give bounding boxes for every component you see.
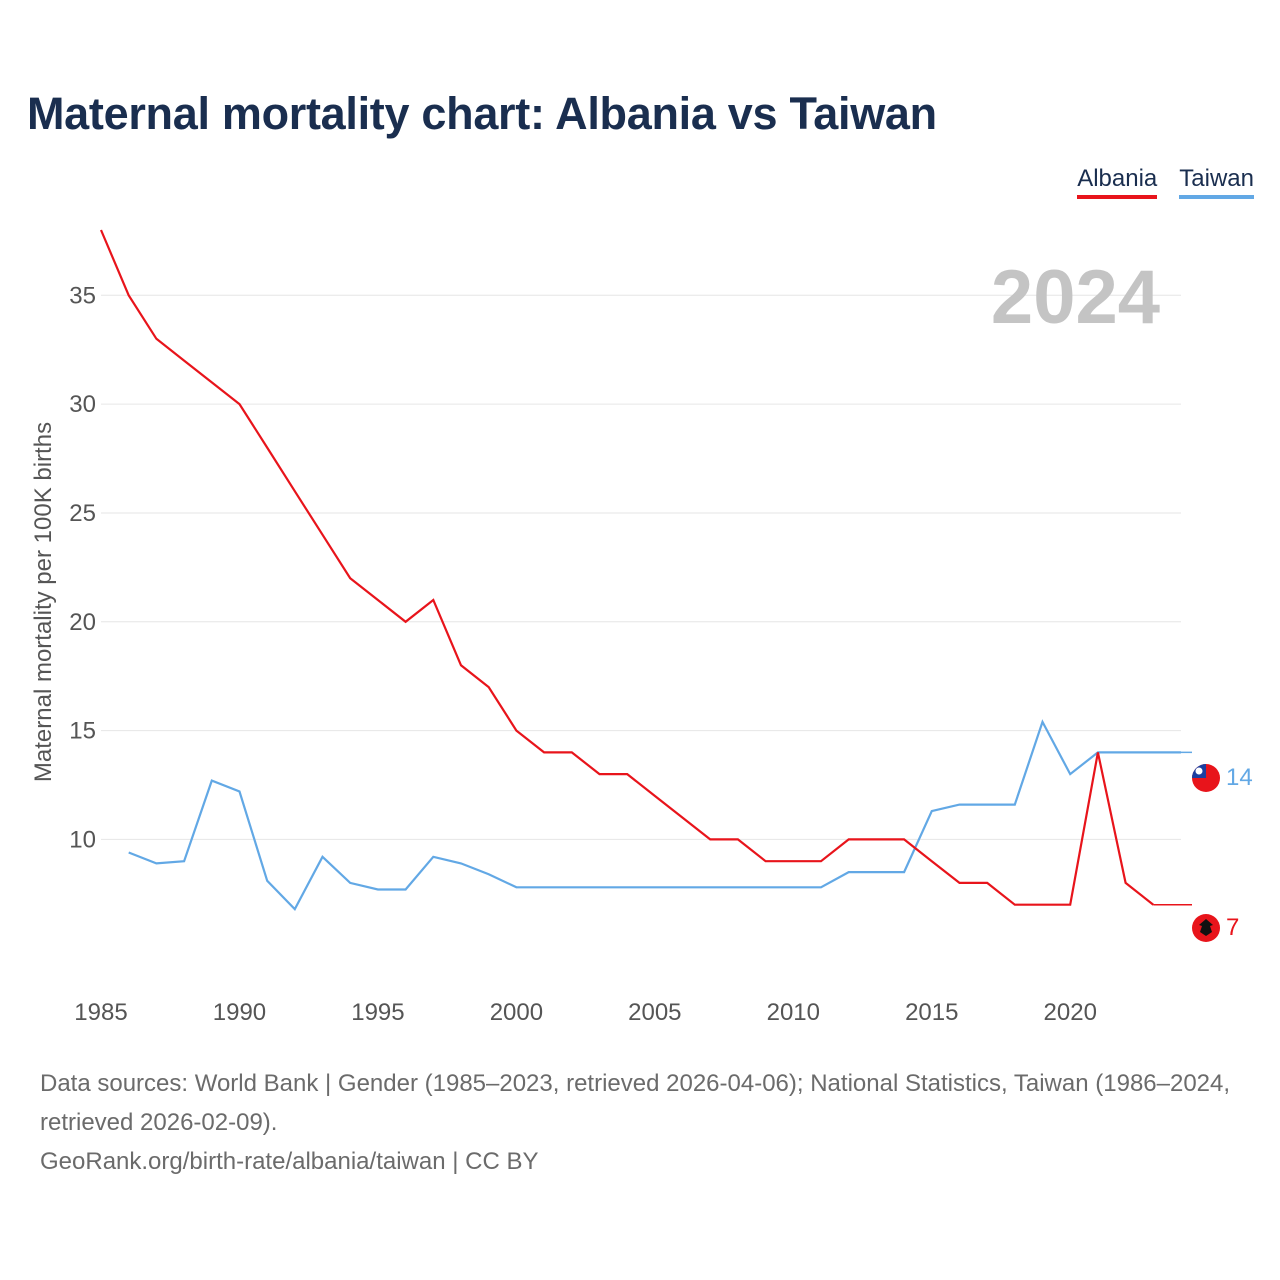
x-tick-label: 2005 [628, 999, 681, 1026]
credit-link[interactable]: GeoRank.org/birth-rate/albania/taiwan | … [40, 1148, 539, 1175]
y-tick-label: 15 [69, 718, 96, 745]
footer: Data sources: World Bank | Gender (1985–… [40, 1064, 1240, 1181]
x-tick-label: 2015 [905, 999, 958, 1026]
data-sources: Data sources: World Bank | Gender (1985–… [40, 1070, 1231, 1136]
x-tick-label: 2020 [1044, 999, 1097, 1026]
series-line-taiwan[interactable] [128, 719, 1181, 911]
y-axis-ticks: 10 15 20 25 30 35 [69, 282, 96, 853]
y-tick-label: 30 [69, 391, 96, 418]
year-watermark: 2024 [991, 255, 1160, 340]
x-tick-label: 1990 [213, 999, 266, 1026]
legend-item-taiwan[interactable]: Taiwan [1179, 165, 1254, 199]
gridlines [101, 294, 1181, 840]
x-tick-label: 1985 [74, 999, 127, 1026]
end-label-taiwan: 14 [1226, 764, 1253, 791]
y-tick-label: 20 [69, 609, 96, 636]
x-axis-ticks: 1985 1990 1995 2000 2005 2010 2015 2020 [74, 999, 1097, 1026]
legend-item-albania[interactable]: Albania [1077, 165, 1158, 199]
taiwan-flag-icon [1192, 764, 1220, 792]
series-line-albania[interactable] [99, 229, 1154, 906]
y-tick-label: 35 [69, 282, 96, 309]
y-tick-label: 10 [69, 826, 96, 853]
y-tick-label: 25 [69, 500, 96, 527]
line-chart: 10 15 20 25 30 35 1985 1990 1995 2000 2005 2010 201… [30, 229, 1253, 1026]
y-axis-label: Maternal mortality per 100K births [30, 422, 57, 782]
x-tick-label: 2000 [490, 999, 543, 1026]
page-title: Maternal mortality chart: Albania vs Tai… [27, 88, 937, 139]
x-tick-label: 2010 [767, 999, 820, 1026]
albania-flag-icon [1192, 914, 1220, 942]
x-tick-label: 1995 [351, 999, 404, 1026]
end-label-albania: 7 [1226, 914, 1239, 941]
legend: Albania Taiwan [1077, 165, 1254, 199]
